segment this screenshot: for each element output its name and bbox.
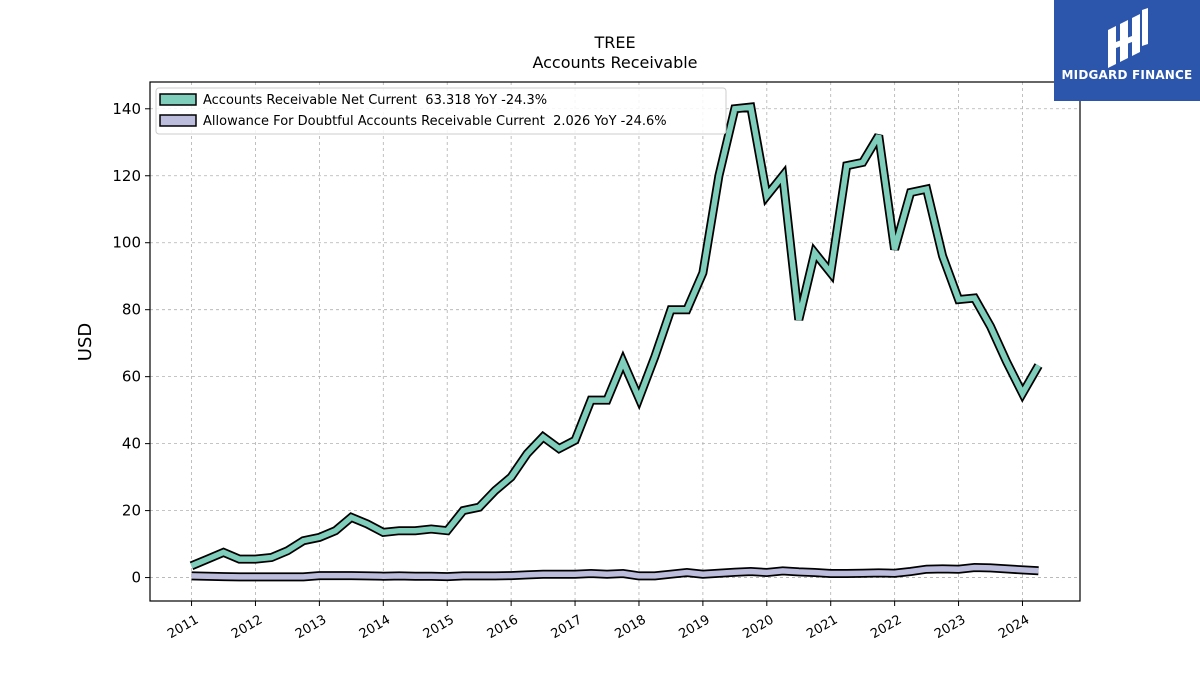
grid xyxy=(150,82,1080,601)
x-tick-label: 2016 xyxy=(485,613,521,643)
y-tick-label: 60 xyxy=(122,368,141,386)
plot-frame xyxy=(149,81,1081,602)
logo-mark-icon xyxy=(1108,8,1148,68)
y-tick-label: 0 xyxy=(131,569,141,587)
x-tick-label: 2020 xyxy=(740,613,776,643)
chart-title: TREE xyxy=(593,33,635,52)
x-tick-label: 2015 xyxy=(421,613,457,643)
series-line-core xyxy=(190,104,1041,569)
y-tick-label: 20 xyxy=(122,502,141,520)
x-tick-label: 2022 xyxy=(868,613,904,643)
x-tick-label: 2024 xyxy=(996,613,1032,643)
brand-logo: MIDGARD FINANCE xyxy=(1054,0,1200,101)
x-tick-label: 2012 xyxy=(229,613,265,643)
x-tick-label: 2011 xyxy=(165,613,201,643)
series-layer xyxy=(189,102,1043,582)
x-tick-label: 2018 xyxy=(613,613,649,643)
brand-name: MIDGARD FINANCE xyxy=(1061,68,1193,82)
legend-swatch xyxy=(159,114,197,127)
x-tick-label: 2021 xyxy=(804,613,840,643)
legend-label: Accounts Receivable Net Current 63.318 Y… xyxy=(203,93,547,108)
x-tick-label: 2014 xyxy=(357,613,393,643)
y-tick-label: 80 xyxy=(122,301,141,319)
y-tick-label: 100 xyxy=(112,234,141,252)
legend-label: Allowance For Doubtful Accounts Receivab… xyxy=(203,114,667,129)
series-line-core xyxy=(191,564,1039,580)
x-tick-label: 2019 xyxy=(676,613,712,643)
x-tick-label: 2013 xyxy=(293,613,329,643)
series-line xyxy=(189,102,1043,570)
legend-swatch xyxy=(159,93,197,106)
x-tick-label: 2023 xyxy=(932,613,968,643)
legend: Accounts Receivable Net Current 63.318 Y… xyxy=(155,87,727,135)
legend-box xyxy=(155,87,727,135)
y-axis-label: USD xyxy=(75,323,96,361)
series-line xyxy=(191,562,1039,582)
x-tick-label: 2017 xyxy=(549,613,585,643)
y-tick-label: 120 xyxy=(112,167,141,185)
y-tick-label: 140 xyxy=(112,100,141,118)
chart-subtitle: Accounts Receivable xyxy=(532,53,697,72)
y-tick-label: 40 xyxy=(122,435,141,453)
